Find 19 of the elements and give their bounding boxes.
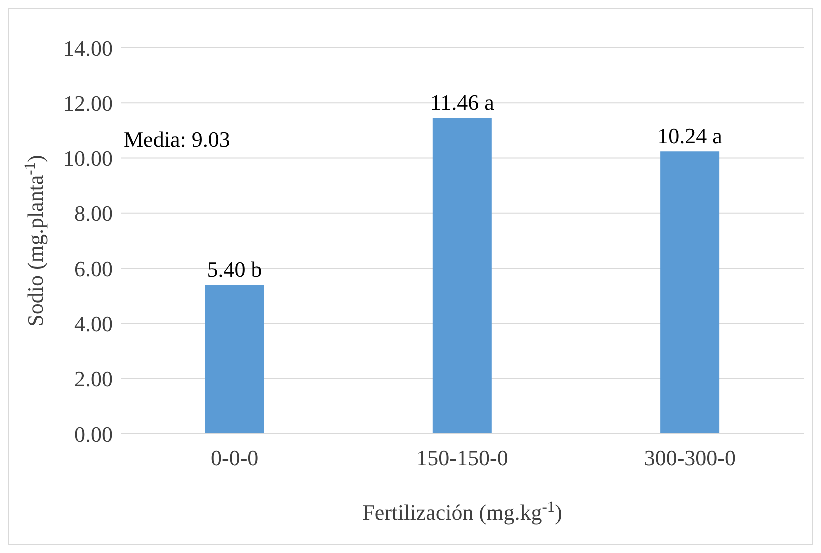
y-tick-label: 0.00 xyxy=(74,422,113,447)
y-tick-label: 6.00 xyxy=(74,256,113,282)
x-tick-label: 0-0-0 xyxy=(211,446,259,471)
data-label: 10.24 a xyxy=(658,124,723,149)
x-tick-label: 150-150-0 xyxy=(416,446,508,471)
bar xyxy=(205,285,264,434)
data-label: 5.40 b xyxy=(207,257,262,282)
y-tick-label: 14.00 xyxy=(64,36,113,61)
y-tick-label: 4.00 xyxy=(74,312,113,337)
x-axis-title: Fertilización (mg.kg$^{-1}$) xyxy=(362,498,562,525)
data-label: 11.46 a xyxy=(430,90,495,116)
y-tick-label: 2.00 xyxy=(74,366,113,392)
y-tick-label: 12.00 xyxy=(64,90,113,116)
annotation: Media: 9.03 xyxy=(124,127,230,153)
y-tick-label: 8.00 xyxy=(74,201,113,226)
bar xyxy=(660,152,720,434)
bar xyxy=(432,118,492,434)
x-tick-label: 300-300-0 xyxy=(644,446,736,471)
y-tick-label: 10.00 xyxy=(64,146,113,172)
